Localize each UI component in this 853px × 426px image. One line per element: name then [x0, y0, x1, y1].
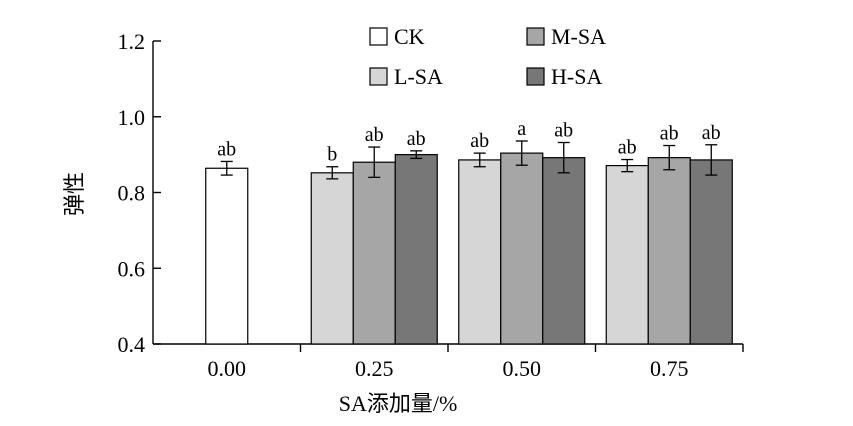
significance-letter: ab [660, 123, 679, 145]
significance-letter: ab [702, 122, 721, 144]
bar-h-sa [394, 154, 438, 345]
legend-swatch-ck [369, 27, 388, 46]
legend-swatch-h-sa [526, 67, 545, 86]
significance-letter: ab [618, 137, 637, 159]
legend-label-h-sa: H-SA [551, 64, 602, 89]
y-tick-label: 0.4 [118, 332, 146, 357]
x-axis-title: SA添加量/% [339, 391, 458, 416]
plot-area: 0.4 0.6 0.8 1.0 1.2 0.00 0.25 0.50 0.75 ab b ab ab ab… [118, 29, 744, 381]
x-tick-label: 0.75 [650, 356, 689, 381]
y-tick-label: 1.0 [118, 105, 146, 130]
bar-l-sa [605, 165, 649, 345]
x-tick-label: 0.00 [208, 356, 247, 381]
significance-letter: a [517, 118, 526, 140]
bar-l-sa [310, 172, 354, 345]
x-tick-label: 0.50 [503, 356, 542, 381]
significance-letter: ab [365, 124, 384, 146]
significance-letter: b [327, 144, 337, 166]
bar-h-sa [689, 159, 733, 345]
legend-label-ck: CK [394, 24, 425, 49]
y-tick-label: 0.8 [118, 181, 146, 206]
significance-letter: ab [407, 128, 426, 150]
significance-letter: ab [470, 130, 489, 152]
significance-letter: ab [554, 120, 573, 142]
legend-swatch-m-sa [526, 27, 545, 46]
bar-h-sa [542, 157, 586, 345]
x-tick-label: 0.25 [355, 356, 394, 381]
bar-m-sa [352, 161, 396, 345]
legend-label-m-sa: M-SA [551, 24, 606, 49]
legend: CK M-SA L-SA H-SA [369, 24, 606, 89]
significance-letter: ab [217, 138, 236, 160]
bar-m-sa [647, 157, 691, 345]
legend-swatch-l-sa [369, 67, 388, 86]
legend-label-l-sa: L-SA [394, 64, 443, 89]
bar-ck [205, 167, 249, 345]
y-axis-title: 弹性 [62, 172, 87, 216]
y-tick-label: 1.2 [118, 29, 146, 54]
bar-l-sa [458, 159, 502, 345]
bar-m-sa [500, 152, 544, 345]
y-tick-label: 0.6 [118, 256, 146, 281]
